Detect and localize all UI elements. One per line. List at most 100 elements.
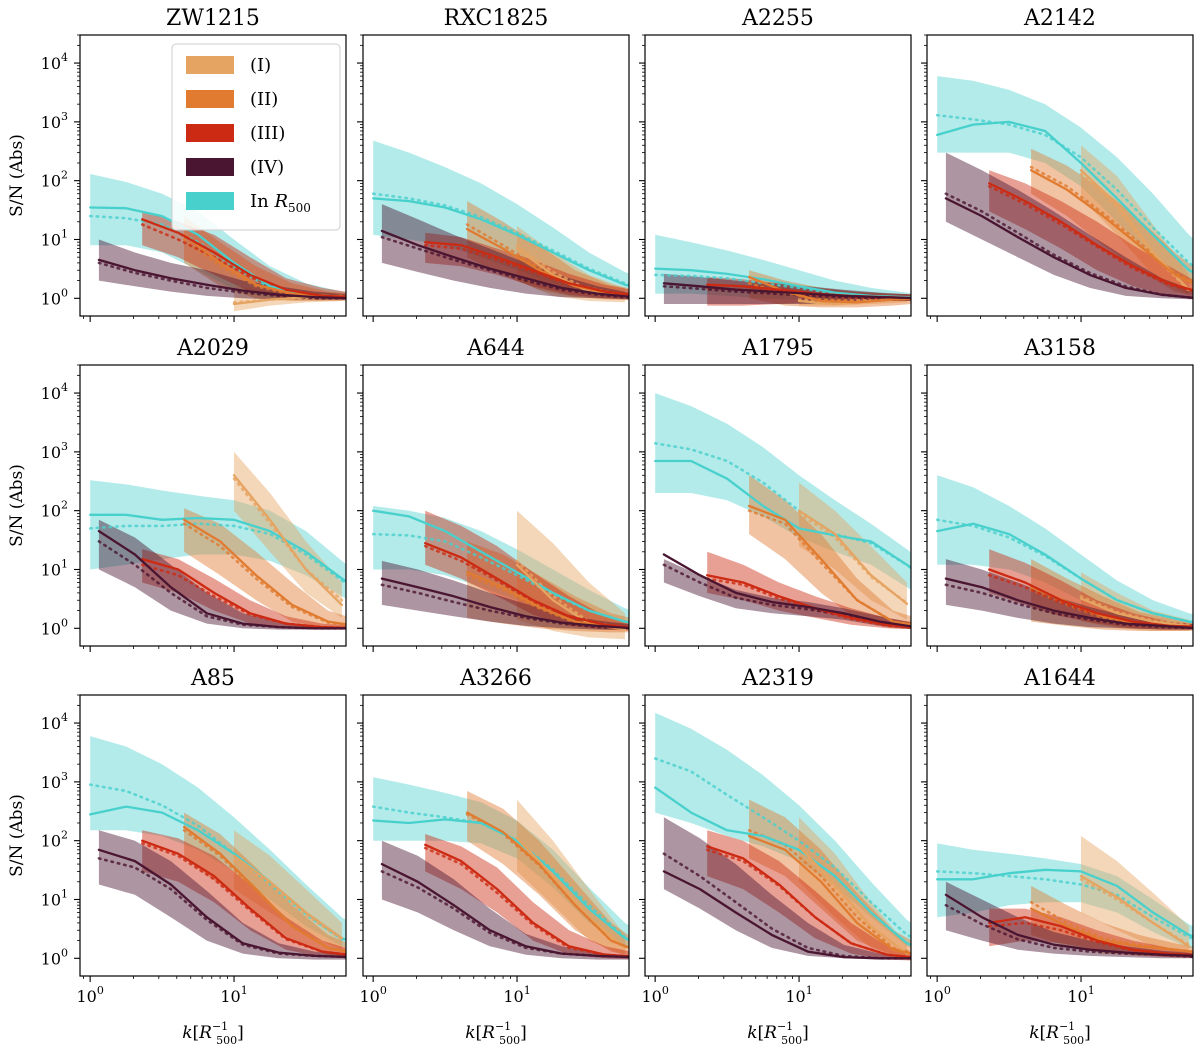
dotted-line-in [371, 805, 629, 941]
panel-a2255: A2255 [639, 6, 912, 322]
line-iv [380, 229, 629, 298]
x-tick-label: 101 [220, 984, 247, 1006]
panel-a3158: A3158 [921, 336, 1194, 652]
legend-swatch-ii [186, 90, 234, 108]
dotted-line-iv [380, 583, 629, 630]
panel-data [653, 712, 911, 961]
band-ii [184, 508, 346, 629]
x-tick-label: 100 [641, 984, 668, 1006]
line-ii [182, 825, 346, 953]
line-iv [380, 577, 629, 630]
band-in [90, 174, 346, 300]
y-tick-label: 102 [41, 169, 68, 191]
panel-title: RXC1825 [444, 6, 549, 31]
y-tick-label: 104 [41, 711, 68, 733]
dotted-line-iv [662, 563, 911, 628]
line-in [89, 513, 346, 584]
line-iv [97, 258, 346, 300]
y-tick-label: 101 [41, 887, 68, 909]
line-in [654, 267, 911, 299]
panel-title: A644 [466, 336, 525, 361]
x-tick-label: 100 [359, 984, 386, 1006]
panel-a1795: A1795 [639, 336, 912, 652]
y-tick-label: 100 [41, 286, 68, 308]
dotted-line-i [797, 848, 909, 955]
dotted-line-iv [944, 903, 1193, 959]
y-tick-label: 104 [41, 381, 68, 403]
x-tick-label: 101 [785, 984, 812, 1006]
line-iii [424, 542, 629, 629]
panel-data [653, 393, 911, 630]
legend-swatch-iii [186, 124, 234, 142]
panel-data [935, 475, 1193, 631]
panel-rxc1825: RXC1825 [357, 6, 630, 322]
line-i [1079, 597, 1191, 628]
line-i [232, 854, 344, 940]
line-in [654, 459, 911, 570]
y-tick-label: 102 [41, 499, 68, 521]
x-axis-label: k[R−1 500] [747, 1020, 809, 1047]
line-iv [662, 282, 911, 300]
band-iv [663, 559, 911, 630]
y-tick-label: 104 [41, 51, 68, 73]
y-axis-label: S/N (Abs) [7, 794, 27, 877]
dotted-line-in [371, 532, 629, 624]
panel-data [88, 451, 346, 630]
line-iv [662, 553, 911, 628]
panel-title: ZW1215 [166, 6, 260, 31]
band-iv [945, 559, 1193, 630]
x-tick-label: 100 [76, 984, 103, 1006]
band-ii [1031, 559, 1193, 631]
band-ii [1031, 885, 1193, 958]
line-iv [944, 577, 1193, 630]
panel-title: A2142 [1023, 6, 1096, 31]
band-iv [663, 817, 911, 960]
band-in [937, 76, 1193, 285]
panel-zw1215: ZW1215 100 101 102 103 104 S/N (Abs) (I) (II) (II… [7, 6, 347, 322]
panel-a2142: A2142 [921, 6, 1194, 322]
panel-data [371, 506, 629, 640]
line-iii [141, 218, 346, 298]
line-iv [944, 893, 1193, 957]
panel-title: A2255 [741, 6, 814, 31]
legend-swatch-iv [186, 158, 234, 176]
legend-swatch-in [186, 192, 234, 210]
panel-title: A2319 [741, 666, 814, 691]
panel-data [935, 76, 1193, 300]
y-tick-label: 103 [41, 110, 68, 132]
line-iv [97, 529, 346, 630]
panel-a3266: A3266 100 101 k[R−1 500] [357, 666, 630, 1047]
axes-frame [644, 34, 912, 317]
line-iii [141, 557, 346, 630]
band-iv [945, 881, 1193, 959]
band-iii [707, 830, 911, 961]
band-ii [184, 216, 346, 301]
y-tick-label: 103 [41, 440, 68, 462]
band-in [937, 843, 1193, 949]
band-ii [749, 475, 911, 629]
panel-a85: A85 100 101 102 103 104 100 101 S/N (Abs) k[R−1 50… [7, 666, 347, 1047]
line-in [654, 786, 911, 946]
dotted-line-in [88, 214, 346, 299]
panel-title: A85 [190, 666, 235, 691]
x-axis-label: k[R−1 500] [1029, 1020, 1091, 1047]
line-i [515, 837, 627, 950]
dotted-line-iii [140, 563, 346, 630]
dotted-line-i [1079, 172, 1191, 292]
line-iv [944, 197, 1193, 299]
dotted-line-ii [1029, 900, 1193, 953]
axes-frame [926, 34, 1194, 317]
panel-data [371, 777, 629, 960]
band-in [937, 475, 1193, 629]
y-tick-label: 103 [41, 770, 68, 792]
legend-label-iv: (IV) [250, 157, 284, 178]
band-iv [381, 204, 629, 300]
band-i [799, 482, 907, 620]
panel-title: A3158 [1023, 336, 1096, 361]
band-i [517, 510, 625, 640]
y-axis-label: S/N (Abs) [7, 134, 27, 217]
band-iv [98, 830, 346, 960]
dotted-line-in [371, 192, 629, 286]
line-iv [97, 848, 346, 959]
dotted-line-iii [423, 544, 629, 629]
